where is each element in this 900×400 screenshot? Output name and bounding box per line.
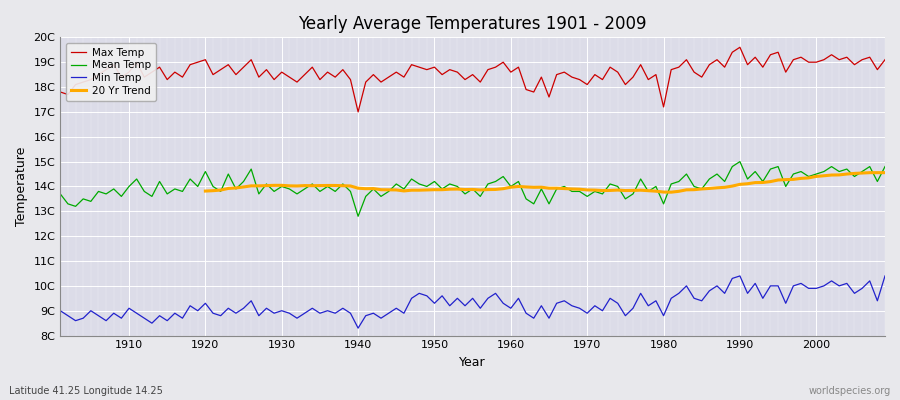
Min Temp: [513, 296, 524, 301]
20 Yr Trend: [879, 170, 890, 175]
Max Temp: [329, 75, 340, 80]
Max Temp: [55, 90, 66, 94]
Mean Temp: [879, 164, 890, 169]
Max Temp: [734, 45, 745, 50]
Max Temp: [513, 65, 524, 70]
Max Temp: [605, 65, 616, 70]
Max Temp: [284, 75, 295, 80]
Legend: Max Temp, Mean Temp, Min Temp, 20 Yr Trend: Max Temp, Mean Temp, Min Temp, 20 Yr Tre…: [66, 42, 156, 101]
Min Temp: [55, 308, 66, 313]
Text: Latitude 41.25 Longitude 14.25: Latitude 41.25 Longitude 14.25: [9, 386, 163, 396]
Mean Temp: [513, 179, 524, 184]
Mean Temp: [734, 159, 745, 164]
Min Temp: [329, 311, 340, 316]
20 Yr Trend: [200, 189, 211, 194]
X-axis label: Year: Year: [459, 356, 486, 369]
Min Temp: [284, 311, 295, 316]
Max Temp: [879, 57, 890, 62]
Line: Min Temp: Min Temp: [60, 276, 885, 328]
Mean Temp: [353, 214, 364, 219]
20 Yr Trend: [773, 178, 784, 182]
Mean Temp: [55, 192, 66, 196]
Mean Temp: [605, 182, 616, 186]
Min Temp: [353, 326, 364, 330]
Mean Temp: [116, 194, 127, 199]
20 Yr Trend: [681, 188, 692, 192]
Line: Mean Temp: Mean Temp: [60, 162, 885, 216]
Mean Temp: [329, 189, 340, 194]
Min Temp: [116, 316, 127, 320]
Max Temp: [116, 75, 127, 80]
Text: worldspecies.org: worldspecies.org: [809, 386, 891, 396]
Mean Temp: [284, 186, 295, 191]
Title: Yearly Average Temperatures 1901 - 2009: Yearly Average Temperatures 1901 - 2009: [299, 15, 647, 33]
Max Temp: [506, 70, 517, 74]
Max Temp: [353, 110, 364, 114]
Line: Max Temp: Max Temp: [60, 47, 885, 112]
Min Temp: [506, 306, 517, 311]
20 Yr Trend: [666, 190, 677, 194]
20 Yr Trend: [864, 170, 875, 175]
Min Temp: [734, 274, 745, 278]
Line: 20 Yr Trend: 20 Yr Trend: [205, 173, 885, 192]
Mean Temp: [506, 184, 517, 189]
20 Yr Trend: [406, 188, 417, 192]
20 Yr Trend: [788, 177, 799, 182]
Y-axis label: Temperature: Temperature: [15, 147, 28, 226]
Min Temp: [879, 274, 890, 278]
Min Temp: [605, 296, 616, 301]
20 Yr Trend: [292, 184, 302, 188]
20 Yr Trend: [857, 171, 868, 176]
